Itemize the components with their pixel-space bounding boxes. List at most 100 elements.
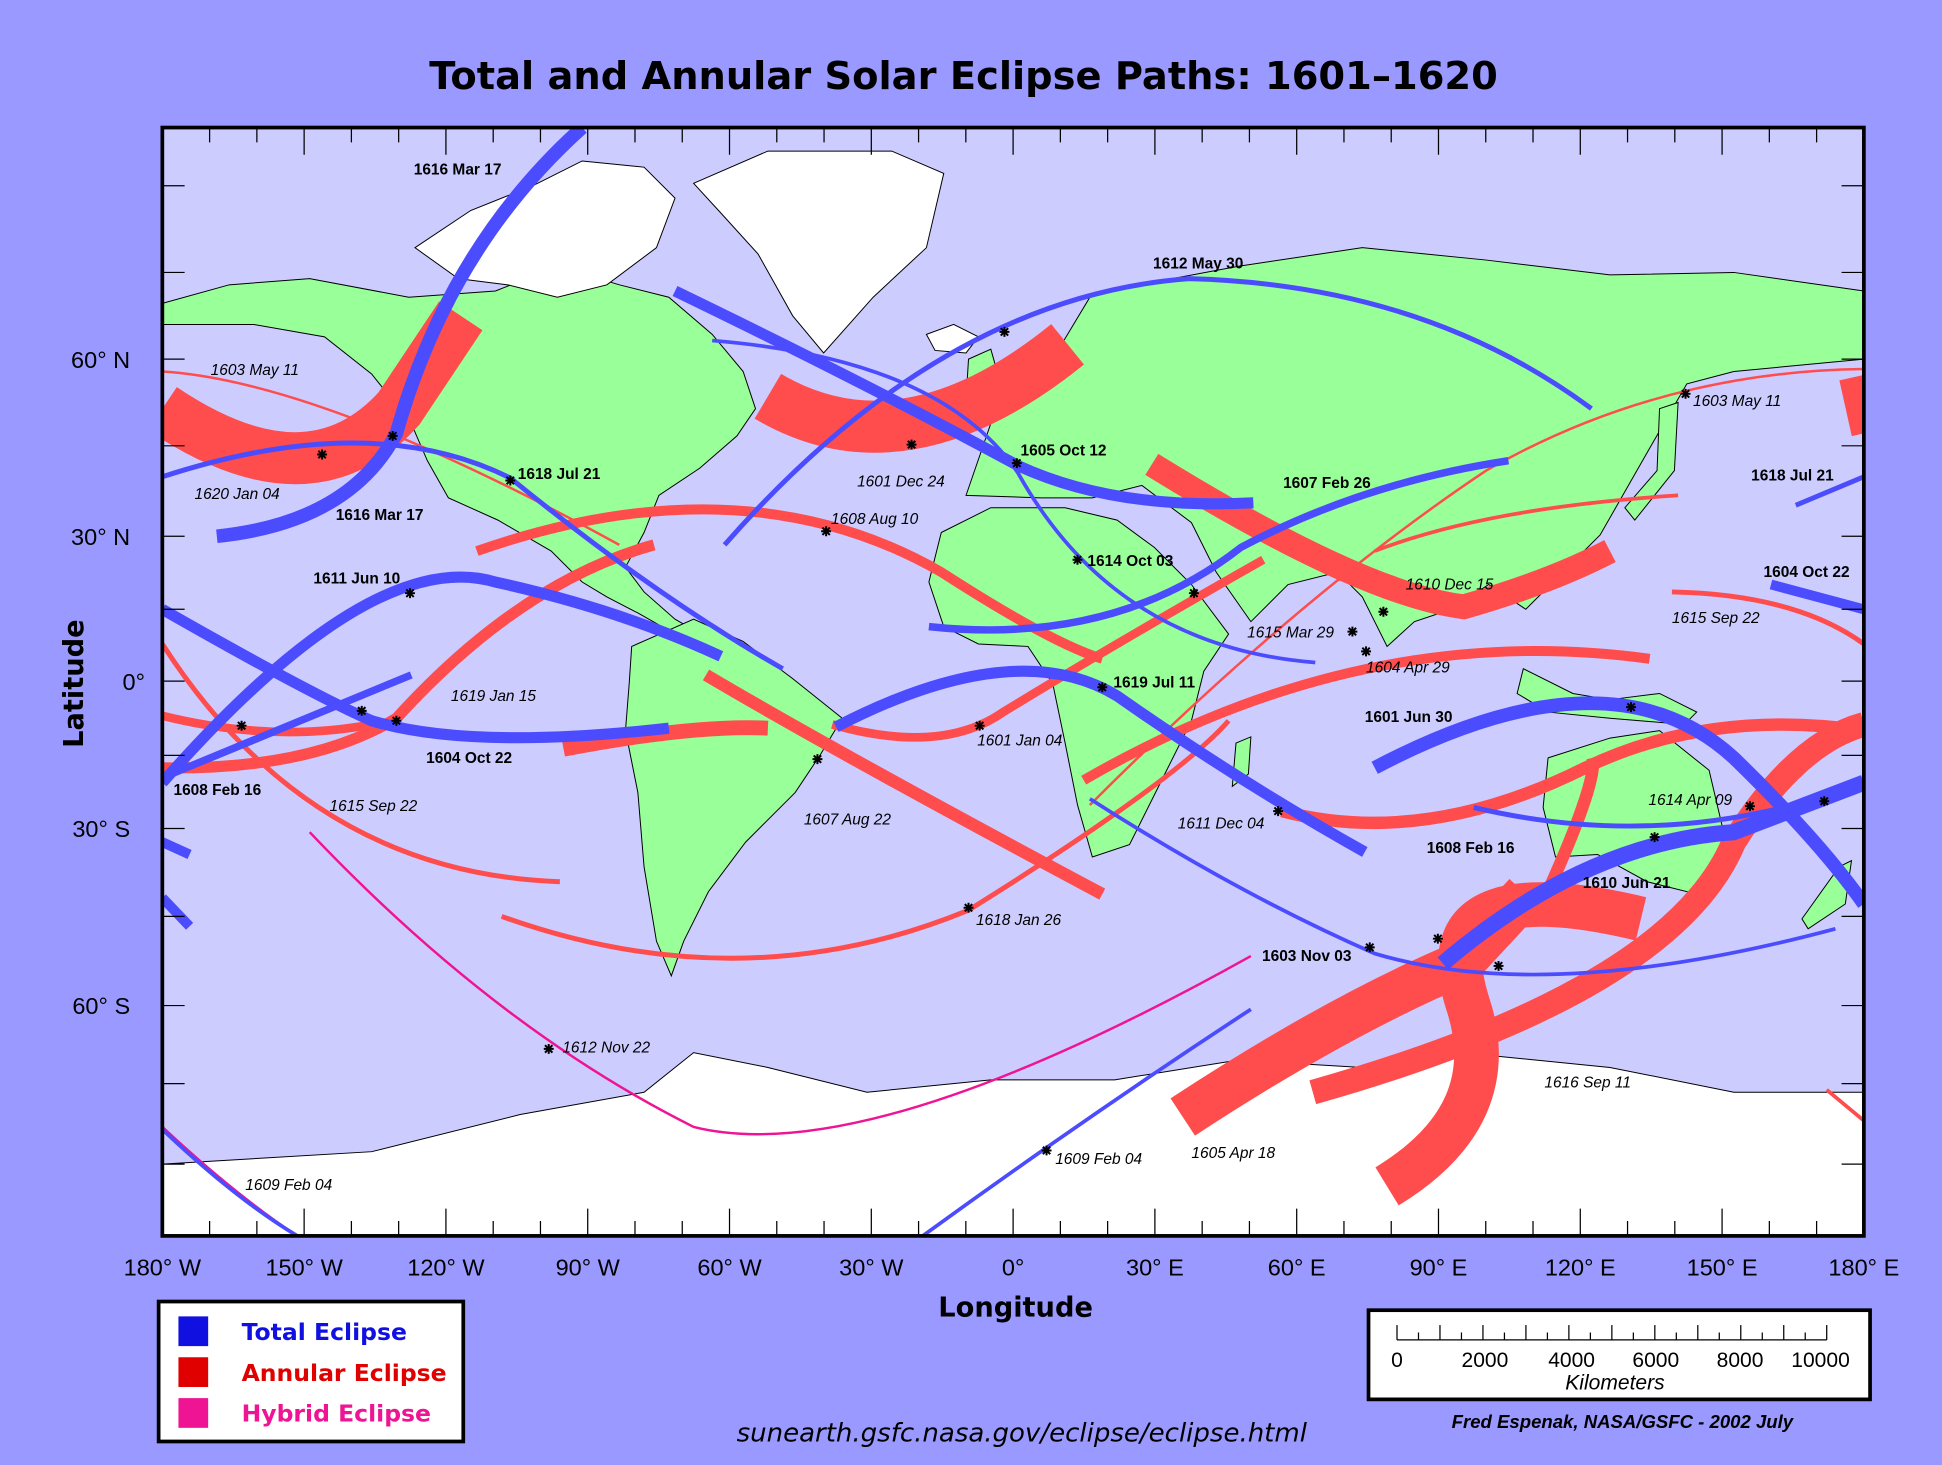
marker-star xyxy=(973,719,986,732)
label-1608-aug-10: 1608 Aug 10 xyxy=(831,511,919,528)
marker-star xyxy=(998,325,1011,338)
label-1619-jan-15: 1619 Jan 15 xyxy=(451,688,537,705)
path-1607-aug-22 xyxy=(702,669,1106,900)
path-1614-oct-03 xyxy=(712,338,1316,665)
marker-star xyxy=(1360,645,1372,658)
marker-star xyxy=(235,719,248,732)
label-1618-jul-21: 1618 Jul 21 xyxy=(518,466,601,483)
path-1601-dec-24 xyxy=(754,324,1084,453)
label-1615-mar-29: 1615 Mar 29 xyxy=(1247,625,1334,642)
marker-star xyxy=(1492,959,1505,972)
path-1608-feb-16 xyxy=(162,671,413,782)
path-1619-jul-11 xyxy=(833,665,1368,857)
legend-box xyxy=(156,1299,466,1444)
x-tick-label: 0° xyxy=(1002,1255,1024,1281)
scale-label: 4000 xyxy=(1548,1349,1595,1372)
label-1610-dec-15: 1610 Dec 15 xyxy=(1406,576,1494,593)
greenland xyxy=(692,150,945,354)
map-area: 1616 Mar 17 1616 Mar 17 1618 Jul 21 1618… xyxy=(160,125,1866,1238)
x-tick-label: 90° W xyxy=(556,1255,621,1281)
marker-star xyxy=(386,429,399,442)
x-tick-label: 120° W xyxy=(407,1255,485,1281)
path-1604-oct-22 xyxy=(162,604,670,744)
annular-eclipse-paths xyxy=(162,301,1864,1206)
label-1612-nov-22: 1612 Nov 22 xyxy=(562,1040,650,1057)
scale-label: 8000 xyxy=(1717,1349,1764,1372)
marker-star xyxy=(905,438,918,451)
label-1605-apr-18: 1605 Apr 18 xyxy=(1191,1145,1275,1162)
label-1614-apr-09: 1614 Apr 09 xyxy=(1648,792,1732,809)
path-1609-feb-04 xyxy=(921,1007,1252,1236)
path-1607-feb-26 xyxy=(928,457,1510,634)
path-1608-aug-10 xyxy=(475,504,1104,664)
path-1615-sep-22-west xyxy=(162,642,560,885)
x-axis-title: Longitude xyxy=(938,1292,1093,1323)
japan xyxy=(1624,401,1679,521)
path-1604-apr-29 xyxy=(1081,646,1651,785)
legend-label-hybrid: Hybrid Eclipse xyxy=(242,1400,431,1428)
path-1612-may-30 xyxy=(722,276,1593,547)
path-1611-dec-04-fragment xyxy=(1544,756,1600,888)
marker-star xyxy=(1040,1144,1053,1157)
x-tick-label: 180° W xyxy=(124,1255,202,1281)
label-1609-feb-04: 1609 Feb 04 xyxy=(1055,1151,1142,1168)
label-1615-sep-22: 1615 Sep 22 xyxy=(1672,610,1760,627)
marker-star xyxy=(811,753,824,766)
marker-star xyxy=(1071,553,1084,566)
path-1605-apr-18 xyxy=(1170,878,1543,1136)
marker-star xyxy=(1625,701,1637,714)
label-1607-aug-22: 1607 Aug 22 xyxy=(804,812,892,829)
path-edge-fragment xyxy=(1825,1088,1864,1123)
x-tick-label: 150° W xyxy=(265,1255,343,1281)
credit: Fred Espenak, NASA/GSFC - 2002 July xyxy=(1452,1411,1795,1432)
scale-box xyxy=(1366,1308,1872,1402)
distance-scale: 0 2000 4000 6000 8000 10000 Kilometers xyxy=(1366,1308,1872,1402)
y-axis-title: Latitude xyxy=(59,619,90,747)
label-1618-jan-26: 1618 Jan 26 xyxy=(976,912,1062,929)
antarctica xyxy=(162,1052,1864,1236)
marker-star xyxy=(1272,805,1285,818)
label-1603-may-11: 1603 May 11 xyxy=(1693,393,1781,410)
marker-star xyxy=(1818,795,1831,808)
eclipse-labels: 1616 Mar 17 1616 Mar 17 1618 Jul 21 1618… xyxy=(173,162,1849,1194)
legend: Total Eclipse Annular Eclipse Hybrid Ecl… xyxy=(156,1299,466,1444)
label-1618-jul-21: 1618 Jul 21 xyxy=(1751,467,1834,484)
scale-label: 10000 xyxy=(1791,1349,1850,1372)
x-tick-label: 60° W xyxy=(697,1255,762,1281)
y-tick-label: 60° N xyxy=(71,347,130,373)
marker-star xyxy=(1431,932,1444,945)
marker-star xyxy=(1743,800,1756,813)
label-1616-sep-11: 1616 Sep 11 xyxy=(1544,1074,1631,1091)
path-1616-mar-17 xyxy=(216,127,587,543)
y-tick-label: 30° S xyxy=(72,816,130,842)
label-1616-mar-17: 1616 Mar 17 xyxy=(414,162,502,179)
y-tick-label: 60° S xyxy=(72,993,130,1019)
y-tick-label: 0° xyxy=(123,669,145,695)
marker-star xyxy=(1679,387,1692,400)
x-tick-label: 90° E xyxy=(1410,1255,1468,1281)
label-1609-feb-04: 1609 Feb 04 xyxy=(245,1177,332,1194)
path-1601-jun-30 xyxy=(1371,696,1864,908)
x-axis: Longitude 180° W 150° W 120° W 90° W 60° W 30… xyxy=(124,1255,1900,1324)
label-1603-may-11: 1603 May 11 xyxy=(211,362,299,379)
label-1619-jul-11: 1619 Jul 11 xyxy=(1113,674,1195,691)
scale-unit: Kilometers xyxy=(1565,1371,1665,1394)
label-1608-feb-16: 1608 Feb 16 xyxy=(1427,840,1515,857)
legend-label-total: Total Eclipse xyxy=(242,1318,407,1346)
marker-star xyxy=(820,525,833,538)
y-tick-label: 30° N xyxy=(71,524,130,550)
x-tick-label: 180° E xyxy=(1828,1255,1899,1281)
path-1620-jan-04-east xyxy=(1839,375,1864,437)
chart-title: Total and Annular Solar Eclipse Paths: 1… xyxy=(429,54,1498,99)
marker-star xyxy=(404,587,416,600)
path-1612-nov-22 xyxy=(308,831,1252,1136)
label-1604-oct-22: 1604 Oct 22 xyxy=(426,750,512,767)
marker-star xyxy=(1377,605,1390,618)
path-1603-may-11-east xyxy=(1089,367,1864,806)
label-1607-feb-26: 1607 Feb 26 xyxy=(1283,475,1371,492)
label-1603-nov-03: 1603 Nov 03 xyxy=(1262,948,1352,965)
label-1611-jun-10: 1611 Jun 10 xyxy=(313,570,400,587)
x-tick-label: 60° E xyxy=(1268,1255,1326,1281)
source-url: sunearth.gsfc.nasa.gov/eclipse/eclipse.h… xyxy=(737,1418,1308,1448)
